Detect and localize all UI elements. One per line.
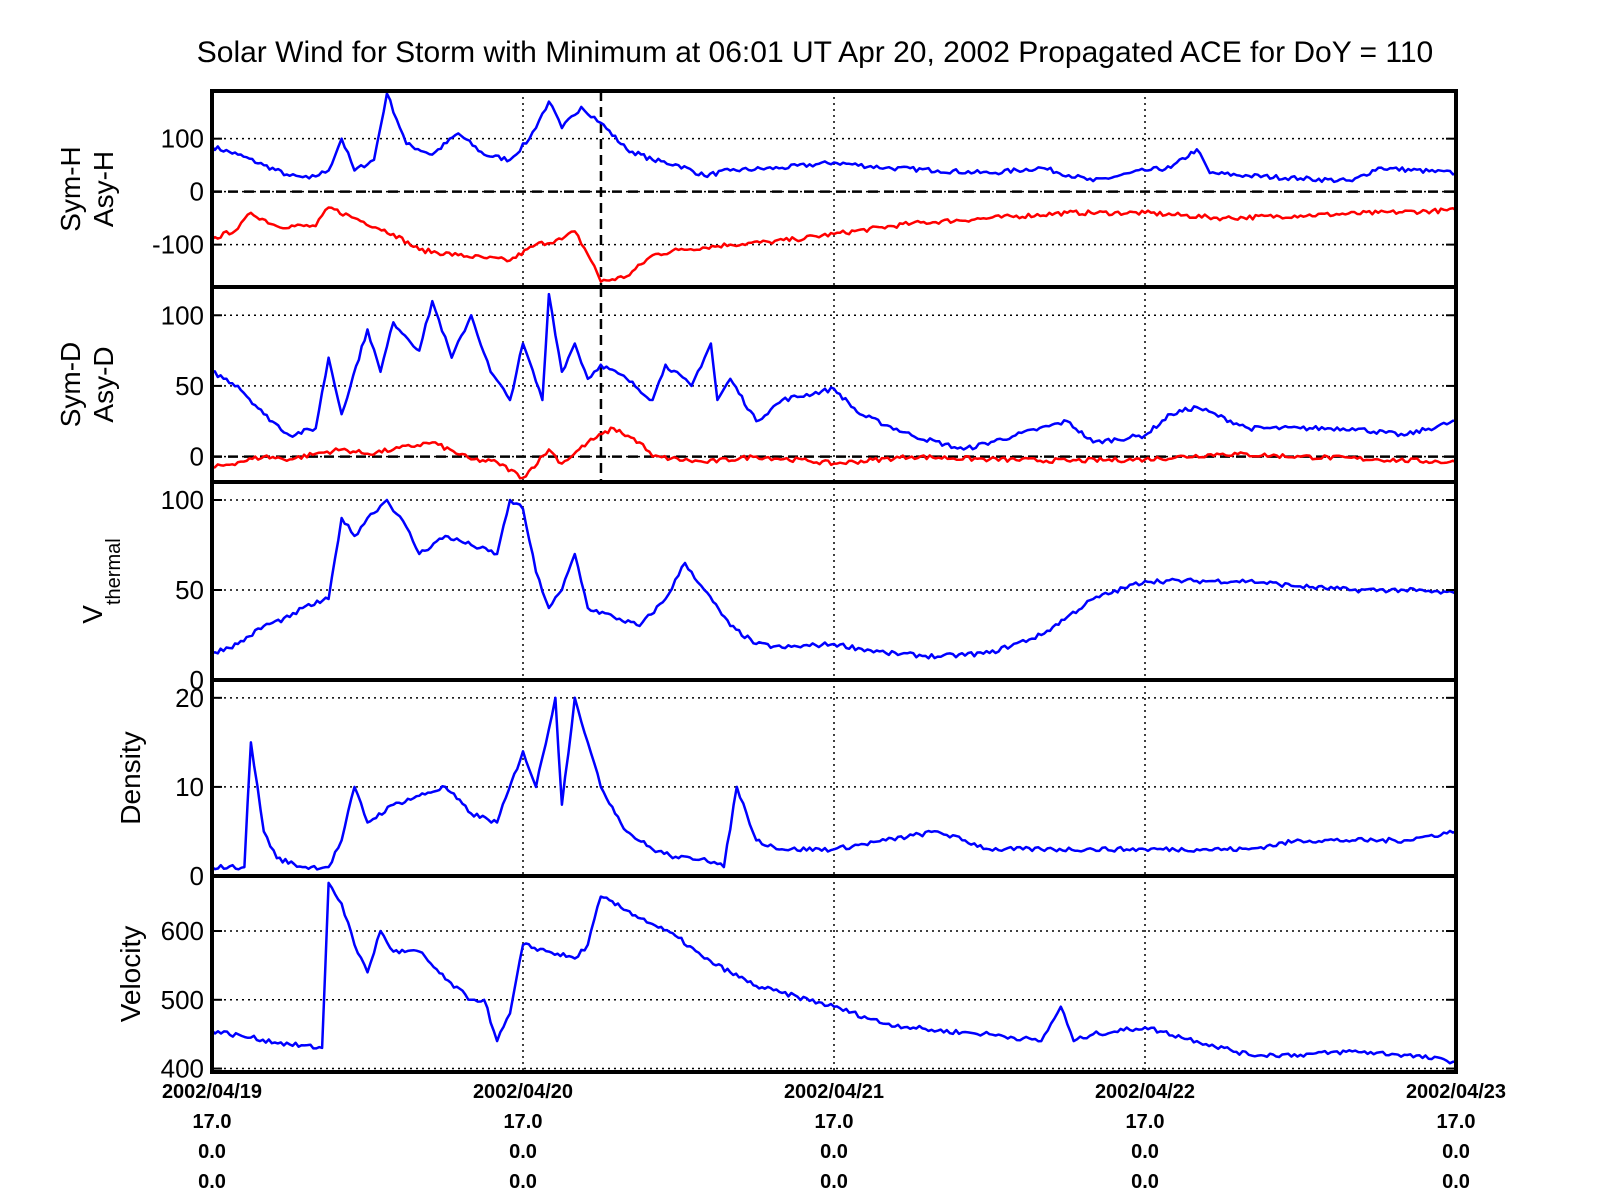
- x-tick-label: 0.0: [1131, 1141, 1159, 1163]
- y-axis-label: Sym-H: [55, 146, 86, 232]
- y-tick-label: 100: [161, 124, 204, 154]
- y-tick-label: 500: [161, 985, 204, 1015]
- y-tick-label: 0: [190, 665, 204, 695]
- x-tick-label: 2002/04/21: [784, 1081, 884, 1103]
- x-tick-label: 2002/04/20: [473, 1081, 573, 1103]
- series-line-blue: [211, 696, 1457, 871]
- panel-2: 100 50 0 Sym-D Asy-D: [55, 285, 1458, 484]
- x-tick-label: 2002/04/23: [1406, 1081, 1506, 1103]
- y-tick-label: 0: [190, 861, 204, 891]
- series-line-blue: [211, 881, 1457, 1065]
- series-line-blue: [211, 498, 1457, 660]
- panel-1: 100 0 -100 Sym-H Asy-H: [55, 89, 1458, 289]
- y-tick-label: 100: [161, 300, 204, 330]
- chart-title: Solar Wind for Storm with Minimum at 06:…: [197, 36, 1433, 69]
- panel-5: 600 500 400 Velocity: [115, 874, 1458, 1084]
- x-tick-label: 17.0: [1437, 1111, 1476, 1133]
- x-tick-label: 17.0: [815, 1111, 854, 1133]
- x-tick-labels: 2002/04/19 17.0 0.0 0.0 2002/04/20 17.0 0.0 0.0…: [162, 1081, 1506, 1193]
- y-axis-label: Density: [115, 731, 146, 824]
- series-line-red: [211, 426, 1457, 480]
- y-axis-label: Vthermal: [77, 538, 125, 623]
- x-tick-label: 0.0: [1131, 1171, 1159, 1193]
- series-line-blue: [211, 292, 1457, 451]
- y-tick-label: 0: [190, 442, 204, 472]
- y-tick-label: -100: [152, 230, 204, 260]
- y-tick-label: 50: [175, 371, 204, 401]
- y-axis-label: Velocity: [115, 926, 146, 1023]
- series-line-red: [211, 206, 1457, 283]
- y-tick-label: 400: [161, 1054, 204, 1084]
- y-axis-label: Asy-H: [88, 151, 119, 227]
- y-axis-label: Asy-D: [88, 346, 119, 422]
- x-tick-label: 0.0: [820, 1141, 848, 1163]
- y-tick-label: 100: [161, 485, 204, 515]
- y-tick-label: 50: [175, 575, 204, 605]
- x-tick-label: 0.0: [1442, 1171, 1470, 1193]
- panel-3: 100 50 0 Vthermal: [77, 480, 1458, 695]
- x-tick-label: 2002/04/22: [1095, 1081, 1195, 1103]
- x-tick-label: 17.0: [1126, 1111, 1165, 1133]
- y-axis-label: Sym-D: [55, 342, 86, 428]
- x-tick-label: 0.0: [1442, 1141, 1470, 1163]
- x-tick-label: 0.0: [509, 1171, 537, 1193]
- x-tick-label: 0.0: [198, 1171, 226, 1193]
- x-tick-label: 2002/04/19: [162, 1081, 262, 1103]
- x-tick-label: 17.0: [193, 1111, 232, 1133]
- x-tick-label: 0.0: [198, 1141, 226, 1163]
- y-tick-label: 20: [175, 683, 204, 713]
- y-tick-label: 0: [190, 177, 204, 207]
- panel-frame: [210, 874, 1458, 1074]
- y-tick-label: 10: [175, 772, 204, 802]
- y-tick-label: 600: [161, 916, 204, 946]
- x-tick-label: 17.0: [504, 1111, 543, 1133]
- x-tick-label: 0.0: [509, 1141, 537, 1163]
- x-tick-label: 0.0: [820, 1171, 848, 1193]
- series-line-blue: [211, 92, 1457, 184]
- panel-4: 20 10 0 Density: [115, 678, 1458, 891]
